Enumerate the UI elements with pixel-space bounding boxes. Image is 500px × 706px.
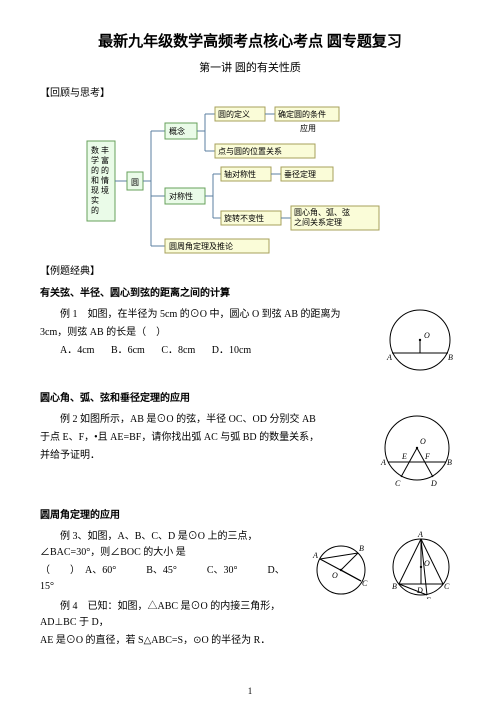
heading-2: 圆心角、弧、弦和垂径定理的应用: [40, 391, 460, 407]
svg-text:F: F: [424, 452, 430, 461]
leaf-pos: 点与圆的位置关系: [218, 146, 282, 156]
ex2-line1: 例 2 如图所示，AB 是⊙O 的弦，半径 OC、OD 分别交 AB: [40, 412, 369, 428]
doc-title: 最新九年级数学高频考点核心考点 圆专题复习: [40, 30, 460, 54]
doc-subtitle: 第一讲 圆的有关性质: [40, 60, 460, 78]
svg-text:D: D: [430, 479, 437, 488]
node-concept: 概念: [169, 126, 185, 136]
node-circle: 圆: [131, 178, 139, 187]
svg-text:B: B: [448, 353, 453, 362]
svg-text:C: C: [395, 479, 401, 488]
svg-text:O: O: [424, 331, 430, 340]
leaf-perp: 垂径定理: [284, 169, 316, 179]
svg-text:C: C: [444, 582, 450, 591]
opt-b: B．6cm: [111, 345, 145, 356]
svg-text:D: D: [416, 586, 423, 595]
leaf-ang-2: 之间关系定理: [294, 217, 342, 227]
leaf-ins: 圆周角定理及推论: [169, 241, 233, 251]
svg-text:A: A: [312, 551, 318, 560]
figures-34: A B C O A B C D E O: [302, 527, 461, 605]
ex1-line1: 例 1 如图，在半径为 5cm 的⊙O 中，圆心 O 到弦 AB 的距离为: [40, 307, 374, 323]
leaf-cond: 确定圆的条件: [278, 109, 326, 119]
svg-text:C: C: [362, 579, 368, 588]
opt-c: C．8cm: [161, 345, 195, 356]
concept-map: 数丰 学富 的的 和情 现境 实 的 圆 概念 圆的定义: [40, 106, 460, 256]
leaf-def: 圆的定义: [218, 109, 250, 119]
ex2-line3: 并给予证明．: [40, 448, 369, 464]
ex4-line2: AE 是⊙O 的直径，若 S△ABC=S，⊙O 的半径为 R．: [40, 633, 296, 649]
ex4-line1: 例 4 已知：如图，△ABC 是⊙O 的内接三角形，AD⊥BC 于 D，: [40, 599, 296, 631]
ex3-options: （ ） A、60° B、45° C、30° D、15°: [40, 563, 296, 595]
heading-1: 有关弦、半径、圆心到弦的距离之间的计算: [40, 286, 460, 302]
leaf-rot: 旋转不变性: [224, 213, 264, 223]
svg-text:B: B: [447, 458, 452, 467]
heading-3: 圆周角定理的应用: [40, 508, 460, 524]
example-1: 例 1 如图，在半径为 5cm 的⊙O 中，圆心 O 到弦 AB 的距离为 3c…: [40, 305, 460, 381]
svg-text:E: E: [425, 596, 431, 599]
figure-2: O A B E F C D: [375, 410, 460, 494]
concept-map-svg: 数丰 学富 的的 和情 现境 实 的 圆 概念 圆的定义: [85, 106, 415, 256]
svg-text:B: B: [359, 544, 364, 553]
figure-1: O A B: [380, 305, 460, 381]
svg-text:O: O: [332, 571, 338, 580]
leaf-axial: 轴对称性: [224, 169, 256, 179]
svg-text:A: A: [386, 353, 392, 362]
svg-text:O: O: [424, 559, 430, 568]
page: 最新九年级数学高频考点核心考点 圆专题复习 第一讲 圆的有关性质 【回顾与思考】…: [0, 0, 500, 706]
leaf-app: 应用: [300, 123, 316, 133]
svg-text:O: O: [420, 437, 426, 446]
figure-4: A B C D E O: [382, 529, 460, 599]
svg-text:A: A: [380, 458, 386, 467]
ex3-line1: 例 3、如图，A、B、C、D 是⊙O 上的三点，∠BAC=30°，则∠BOC 的…: [40, 529, 296, 561]
opt-a: A．4cm: [60, 345, 94, 356]
section-review: 【回顾与思考】: [40, 86, 460, 102]
section-examples: 【例题经典】: [40, 264, 460, 280]
ex1-options: A．4cm B．6cm C．8cm D．10cm: [40, 343, 374, 359]
opt-d: D．10cm: [212, 345, 251, 356]
page-number: 1: [0, 684, 500, 698]
example-2: 例 2 如图所示，AB 是⊙O 的弦，半径 OC、OD 分别交 AB 于点 E、…: [40, 410, 460, 494]
node-symm: 对称性: [169, 191, 193, 201]
svg-text:B: B: [392, 582, 397, 591]
ex2-line2: 于点 E、F，•且 AE=BF，请你找出弧 AC 与弧 BD 的数量关系，: [40, 430, 369, 446]
example-3: 例 3、如图，A、B、C、D 是⊙O 上的三点，∠BAC=30°，则∠BOC 的…: [40, 527, 460, 651]
figure-3: A B C O: [302, 541, 380, 599]
ex1-line2: 3cm，则弦 AB 的长是（ ）: [40, 325, 374, 341]
svg-text:E: E: [401, 452, 407, 461]
leaf-ang-1: 圆心角、弧、弦: [294, 207, 350, 217]
svg-text:A: A: [417, 530, 423, 539]
